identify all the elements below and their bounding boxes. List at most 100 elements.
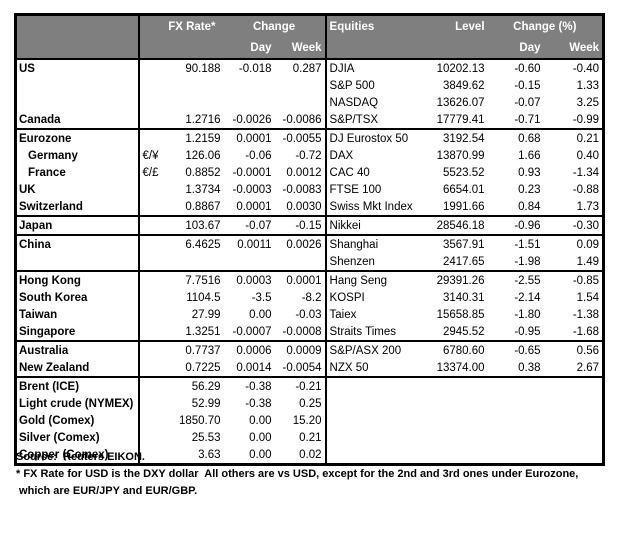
fx-rate-cell: 1.3734 (185, 183, 221, 196)
fx-day-cell: -0.0026 (223, 111, 275, 130)
fx-pair-cell (138, 253, 166, 272)
fx-equities-table: FX Rate* Change Equities Level Change (%… (14, 13, 606, 466)
fx-day-cell: -0.0007 (223, 323, 275, 342)
eq-week-cell: 0.40 (576, 149, 600, 162)
fx-name-cell: Germany (15, 147, 140, 164)
fx-pair-cell (138, 198, 166, 217)
fx-name-header (15, 14, 140, 38)
fx-pair-cell (139, 59, 166, 77)
eq-name-cell: Shanghai (329, 238, 379, 251)
fx-name-cell: Japan (15, 216, 140, 236)
fx-day-cell: -0.38 (245, 397, 272, 410)
fx-week-cell: -0.03 (274, 306, 327, 323)
fx-pair-cell (139, 377, 166, 395)
eq-level-cell: 17779.41 (435, 111, 488, 130)
fx-day-cell: 0.00 (249, 448, 272, 461)
eq-name-cell: FTSE 100 (329, 183, 382, 196)
fx-rate-cell: 3.63 (198, 448, 221, 461)
fx-pair-cell: €/£ (142, 166, 159, 179)
eq-name-cell: S&P 500 (329, 79, 375, 92)
eq-level-cell (436, 412, 488, 429)
fx-day-cell: 0.0014 (223, 359, 275, 378)
fx-name-cell: China (15, 235, 140, 253)
eq-level-cell: 28546.18 (435, 216, 488, 236)
fx-day-cell: 0.0003 (236, 274, 272, 287)
eq-week-cell (544, 412, 604, 429)
eq-level-cell: 2945.52 (435, 323, 488, 342)
fx-rate-cell: 27.99 (191, 308, 221, 321)
eq-level-cell: 10202.13 (436, 62, 485, 75)
fx-day-header: Day (223, 38, 275, 60)
fx-rate-cell: 6.4625 (185, 238, 221, 251)
table-row: Light crude (NYMEX) 52.99 -0.38 0.25 (15, 395, 604, 412)
fx-day-cell (224, 94, 275, 111)
fx-rate-cell: 1104.5 (186, 291, 221, 304)
fx-day-cell: 0.00 (249, 431, 272, 444)
fx-rate-cell: 0.7737 (185, 344, 221, 357)
fx-week-cell: 0.25 (274, 395, 327, 412)
table-row: Gold (Comex) 1850.70 0.00 15.20 (15, 412, 604, 429)
fx-name-cell (15, 77, 140, 94)
fx-name-cell: New Zealand (15, 359, 140, 378)
eq-week-cell: 1.54 (576, 291, 600, 304)
fx-name-cell: Copper (Comex) (15, 446, 140, 465)
fx-pair-cell (139, 181, 166, 198)
table-row: Hong Kong 7.7516 0.0003 0.0001 Hang Seng 2939… (15, 271, 604, 289)
fx-week-cell (274, 77, 327, 94)
fx-rate-cell: 7.7516 (185, 274, 221, 287)
source-note: Source: Reuters EIKON. (16, 451, 145, 463)
fx-week-cell: -0.0008 (274, 323, 327, 342)
fx-name-cell: Eurozone (15, 129, 140, 147)
eq-week-cell: 2.67 (543, 359, 604, 378)
table-row: Brent (ICE) 56.29 -0.38 -0.21 (15, 377, 604, 395)
fx-name-cell: Singapore (15, 323, 140, 342)
eq-name-cell (326, 395, 436, 412)
fx-week-cell: 0.0030 (274, 198, 327, 217)
fx-rate-cell: 1.2716 (165, 111, 224, 130)
table-row: Silver (Comex) 25.53 0.00 0.21 (15, 429, 604, 446)
eq-day-cell: -0.95 (487, 323, 544, 342)
eq-week-cell: -1.34 (572, 166, 600, 179)
table-row: Eurozone 1.2159 0.0001 -0.0055 DJ Eurostox 5… (15, 129, 604, 147)
fx-name-cell: Australia (15, 341, 140, 359)
table-row: South Korea 1104.5 -3.5 -8.2 KOSPI 3140.31 -2.… (15, 289, 604, 306)
table-row: US 90.188 -0.018 0.287 DJIA 10202.13 -0.60 -0.4… (15, 59, 604, 77)
fx-pair-cell (139, 306, 166, 323)
eq-week-cell: 1.73 (543, 198, 604, 217)
fx-pair-cell: €/¥ (142, 149, 159, 162)
eq-level-cell: 1991.66 (435, 198, 488, 217)
eq-name-cell: Hang Seng (329, 274, 388, 287)
fx-day-cell: 0.00 (249, 414, 272, 427)
table-row: S&P 500 3849.62 -0.15 1.33 (15, 77, 604, 94)
eq-level-cell: 3567.91 (442, 238, 485, 251)
fx-day-cell: -0.38 (245, 380, 272, 393)
fx-rate-footnote-line1: * FX Rate for USD is the DXY dollar All … (16, 468, 579, 480)
fx-rate-header: FX Rate* (138, 14, 224, 38)
fx-week-cell: 0.0001 (274, 271, 327, 289)
fx-week-cell: 0.0009 (274, 341, 327, 359)
fx-week-cell (274, 94, 327, 111)
eq-day-cell: -0.07 (514, 96, 541, 109)
eq-week-cell: -0.85 (572, 274, 600, 287)
fx-week-cell: -0.21 (274, 377, 327, 395)
eq-level-cell: 2417.65 (435, 253, 488, 272)
fx-day-cell: -0.0001 (232, 166, 272, 179)
eq-name-cell: CAC 40 (329, 166, 370, 179)
table-row: Shenzen 2417.65 -1.98 1.49 (15, 253, 604, 272)
eq-name-cell (326, 429, 436, 446)
fx-pair-cell (139, 77, 166, 94)
eq-day-cell (488, 395, 544, 412)
eq-level-cell: 3192.54 (442, 132, 485, 145)
eq-level-cell (436, 377, 488, 395)
fx-rate-cell: 1.2159 (185, 132, 221, 145)
eq-day-cell: -2.55 (514, 274, 541, 287)
eq-name-cell: KOSPI (329, 291, 365, 304)
fx-rate-cell: 1.3251 (165, 323, 224, 342)
eq-name-cell: Nikkei (325, 216, 436, 236)
level-header: Level (435, 14, 488, 38)
eq-day-cell: 0.84 (487, 198, 544, 217)
fx-week-cell: 0.287 (274, 59, 327, 77)
fx-rate-cell (166, 94, 224, 111)
header-row-2: Day Week Day Week (15, 38, 604, 60)
eq-day-cell (488, 412, 544, 429)
